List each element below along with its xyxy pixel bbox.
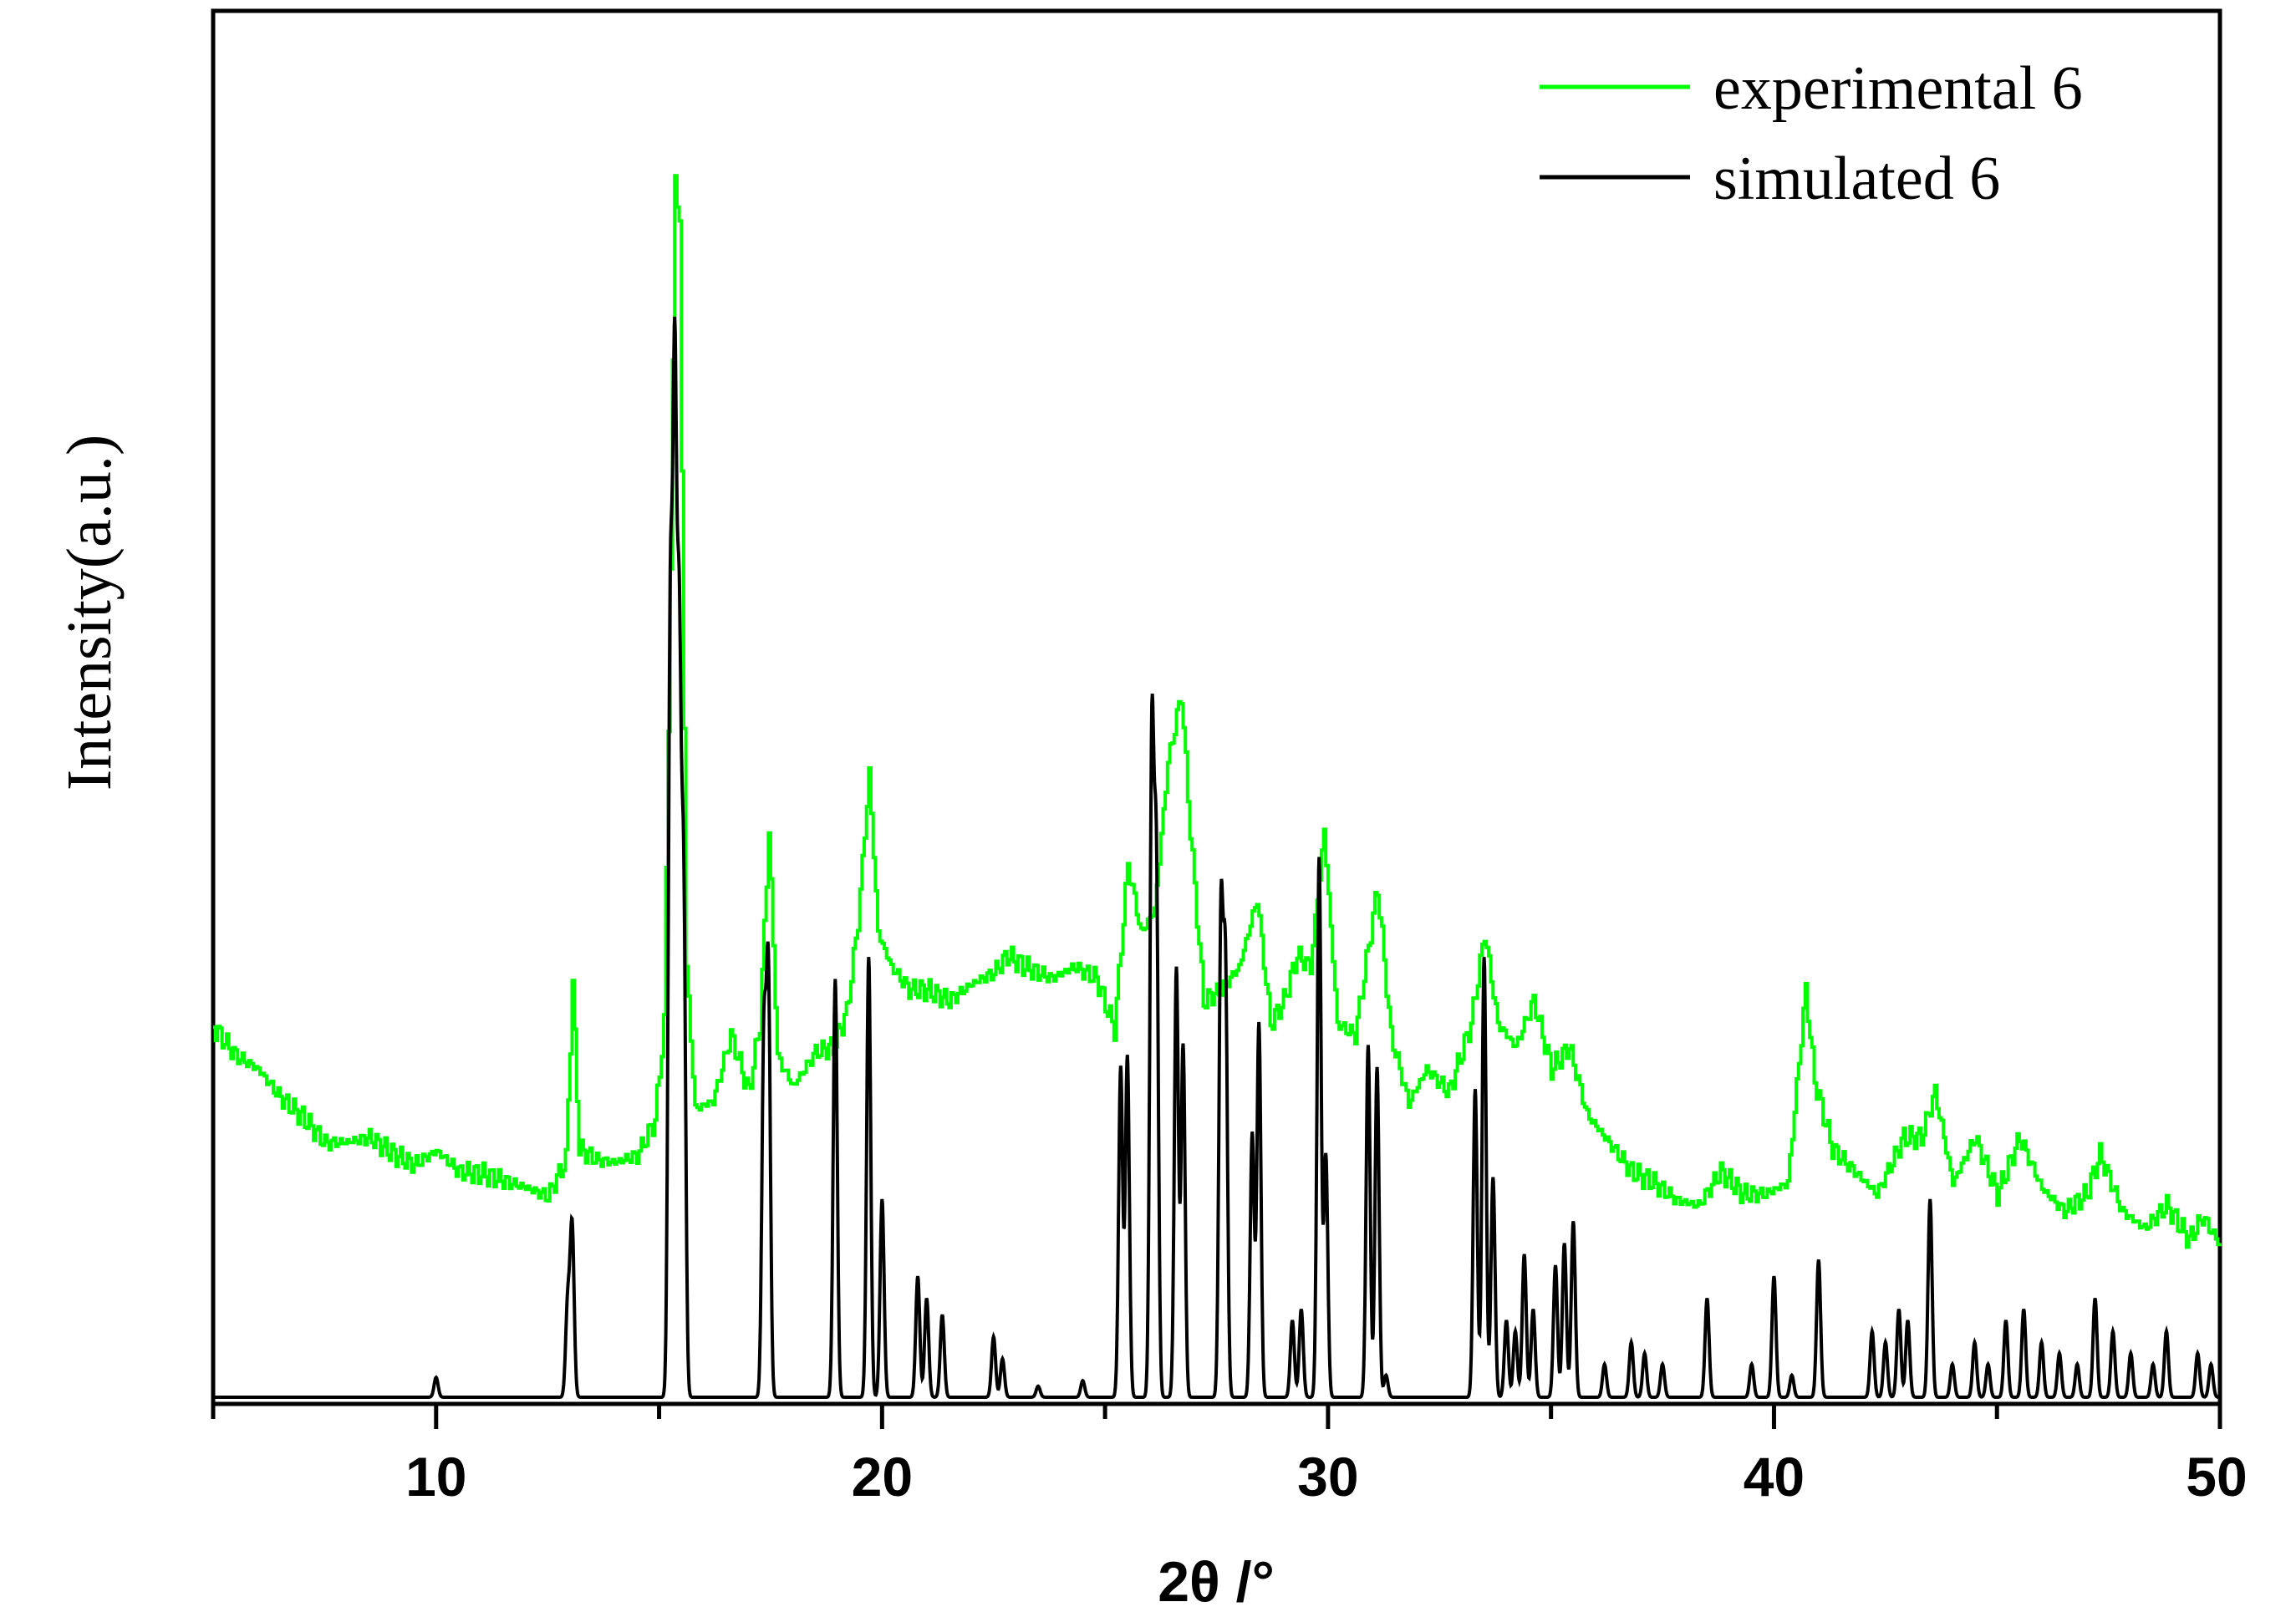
x-tick-label: 30: [1297, 1446, 1358, 1508]
legend-label-experimental: experimental 6: [1713, 54, 2083, 123]
x-axis-ticks: 10 20 30 40 50: [211, 1404, 2248, 1508]
x-axis-label: 2θ /°: [1158, 1550, 1275, 1612]
experimental-series-line: [213, 174, 2222, 1249]
y-axis-label: Intensity(a.u.): [54, 435, 125, 791]
simulated-series-layer: [213, 316, 2220, 1399]
x-tick-label: 40: [1744, 1446, 1805, 1508]
plot-frame: [211, 8, 2222, 1406]
experimental-series-layer: [213, 174, 2222, 1249]
x-tick-label: 20: [852, 1446, 913, 1508]
x-tick-label: 50: [2186, 1446, 2247, 1508]
legend: experimental 6 simulated 6: [1540, 54, 2083, 213]
legend-label-simulated: simulated 6: [1713, 145, 2000, 213]
x-tick-label: 10: [405, 1446, 466, 1508]
simulated-series-line: [213, 316, 2220, 1399]
